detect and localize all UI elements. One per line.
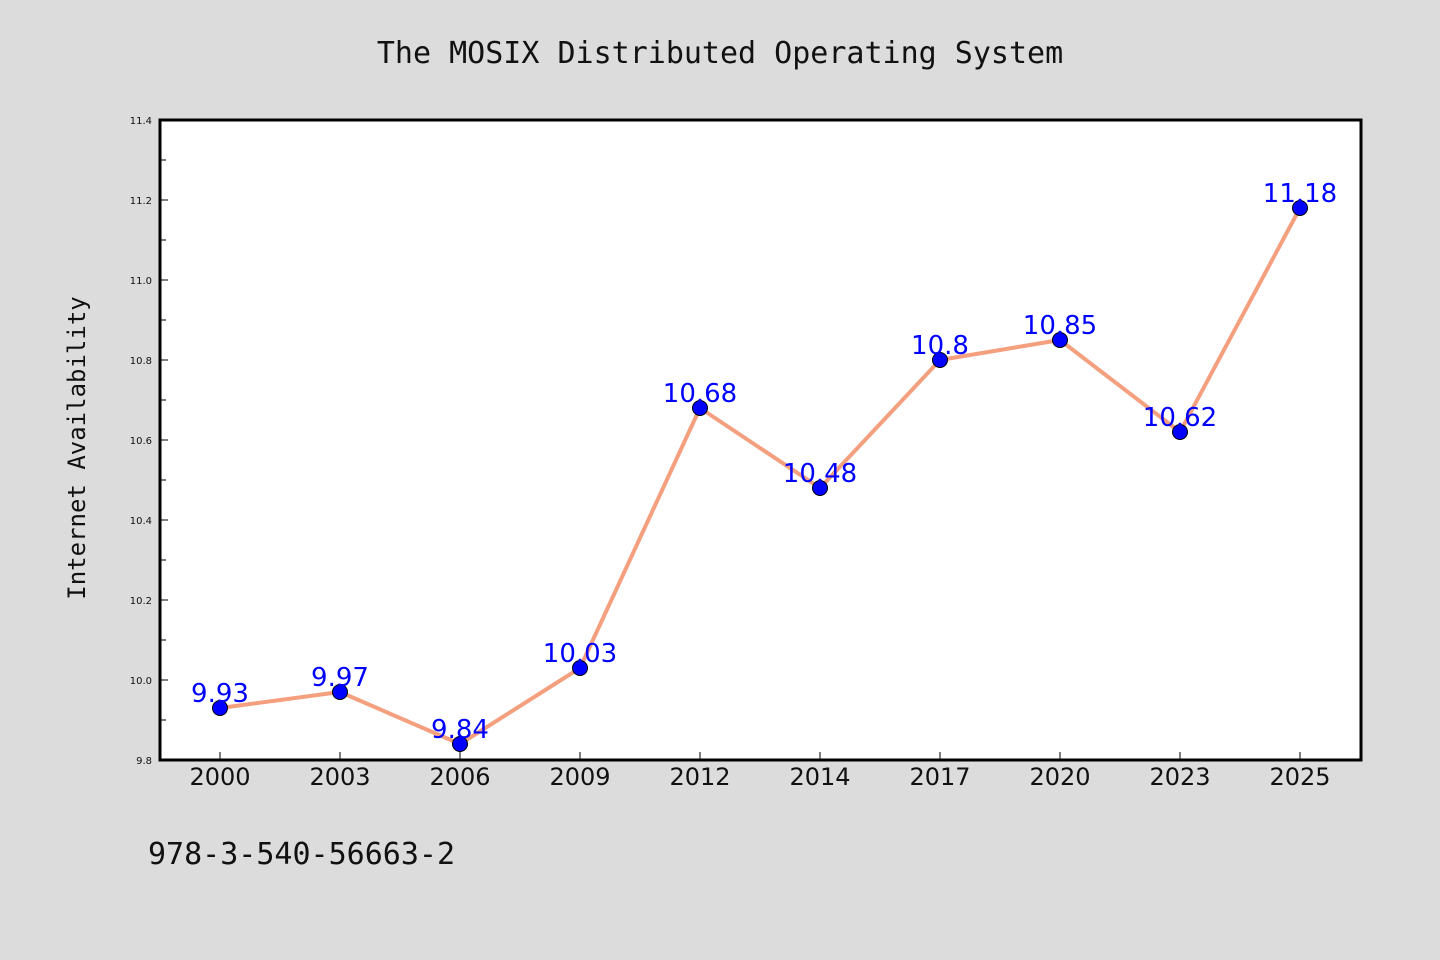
data-point bbox=[692, 400, 708, 416]
y-tick-label: 11.4 bbox=[130, 116, 152, 127]
y-tick-label: 11.2 bbox=[130, 196, 152, 207]
data-label: 9.93 bbox=[191, 679, 249, 709]
data-label: 10.03 bbox=[543, 639, 617, 669]
data-label: 10.62 bbox=[1143, 403, 1217, 433]
data-label: 10.48 bbox=[783, 459, 857, 489]
series-markers bbox=[212, 200, 1308, 752]
x-axis: 2000 2003 2006 2009 2012 2014 2017 2020 2023 2025 bbox=[189, 752, 1331, 791]
data-point bbox=[932, 352, 948, 368]
x-tick-label: 2017 bbox=[909, 763, 970, 791]
plot-area bbox=[160, 120, 1361, 760]
data-label: 11.18 bbox=[1263, 179, 1337, 209]
y-axis-label: Internet Availability bbox=[63, 296, 91, 599]
footer-isbn: 978-3-540-56663-2 bbox=[148, 837, 455, 872]
y-tick-label: 11.0 bbox=[130, 276, 152, 287]
y-tick-label: 9.8 bbox=[136, 756, 152, 767]
data-point bbox=[452, 736, 468, 752]
data-labels: 9.93 9.97 9.84 10.03 10.68 10.48 10.8 10.85 10.6… bbox=[191, 179, 1337, 745]
x-tick-label: 2020 bbox=[1029, 763, 1090, 791]
data-point bbox=[332, 684, 348, 700]
y-tick-label: 10.8 bbox=[130, 356, 152, 367]
x-tick-label: 2025 bbox=[1269, 763, 1330, 791]
data-point bbox=[1052, 332, 1068, 348]
data-point bbox=[812, 480, 828, 496]
data-label: 10.8 bbox=[911, 331, 969, 361]
series-line bbox=[219, 207, 1302, 746]
data-point bbox=[1292, 200, 1308, 216]
y-tick-label: 10.0 bbox=[130, 676, 152, 687]
x-tick-label: 2009 bbox=[549, 763, 610, 791]
x-tick-label: 2000 bbox=[189, 763, 250, 791]
y-tick-label: 10.2 bbox=[130, 596, 152, 607]
data-point bbox=[572, 660, 588, 676]
x-tick-label: 2023 bbox=[1149, 763, 1210, 791]
chart-title: The MOSIX Distributed Operating System bbox=[377, 36, 1063, 71]
data-label: 10.85 bbox=[1023, 311, 1097, 341]
y-tick-label: 10.4 bbox=[130, 516, 152, 527]
data-label: 9.84 bbox=[431, 715, 489, 745]
x-tick-label: 2014 bbox=[789, 763, 850, 791]
data-point bbox=[212, 700, 228, 716]
data-label: 9.97 bbox=[311, 663, 369, 693]
data-label: 10.68 bbox=[663, 379, 737, 409]
data-point bbox=[1172, 424, 1188, 440]
plot-frame bbox=[158, 118, 1363, 762]
x-tick-label: 2012 bbox=[669, 763, 730, 791]
x-tick-label: 2006 bbox=[429, 763, 490, 791]
x-tick-label: 2003 bbox=[309, 763, 370, 791]
y-tick-label: 10.6 bbox=[130, 436, 152, 447]
